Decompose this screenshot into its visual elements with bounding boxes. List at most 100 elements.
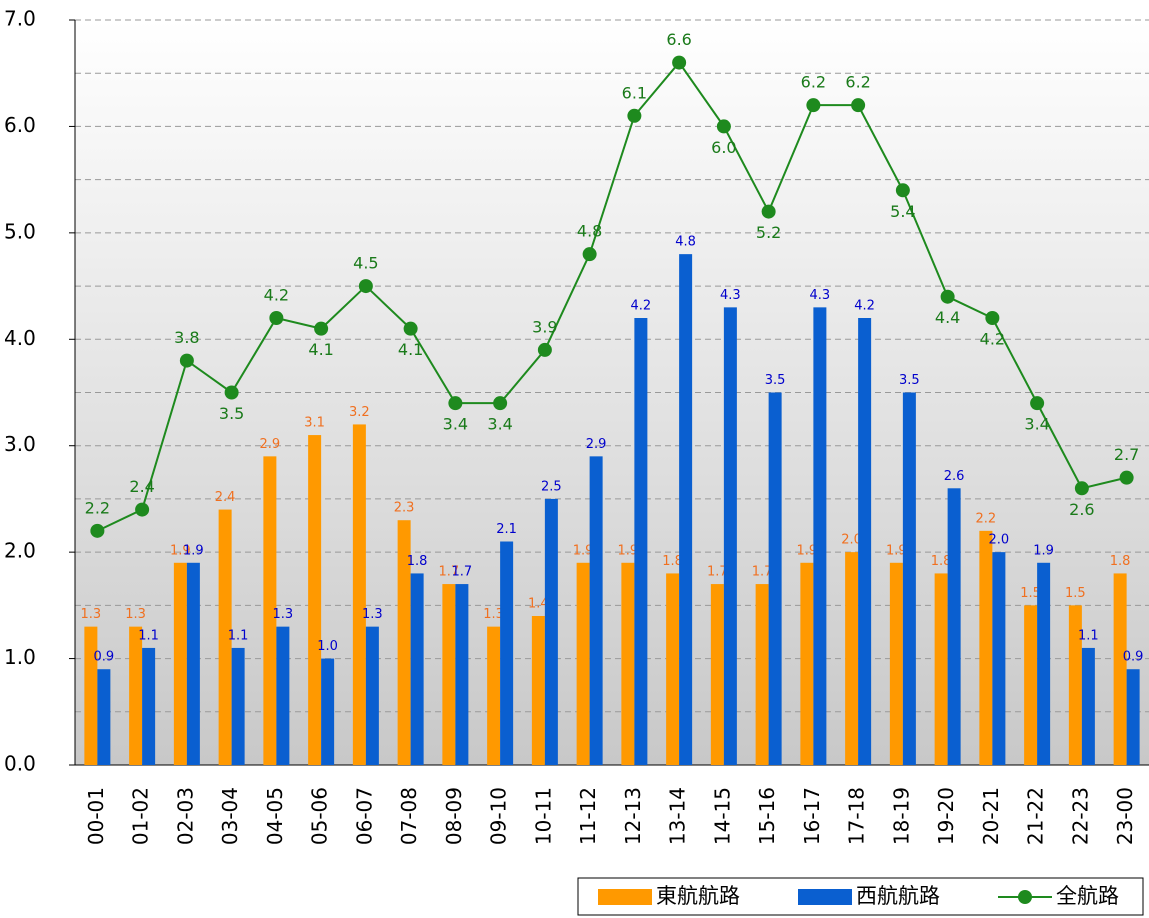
line-value-label: 6.2 — [845, 73, 870, 92]
bar — [186, 562, 200, 765]
line-marker — [135, 502, 150, 517]
line-value-label: 5.4 — [890, 202, 915, 221]
x-tick-label: 16-17 — [800, 787, 824, 845]
bar-value-label: 4.2 — [631, 299, 652, 314]
x-tick-label: 19-20 — [934, 787, 958, 845]
bar — [979, 530, 993, 765]
line-value-label: 3.4 — [443, 415, 468, 434]
bar — [1113, 573, 1127, 765]
line-marker — [403, 321, 418, 336]
bar-value-label: 3.5 — [899, 373, 920, 388]
legend-swatch — [798, 889, 852, 905]
x-tick-label: 23-00 — [1113, 787, 1137, 845]
bar-value-label: 3.2 — [349, 405, 370, 420]
line-value-label: 4.2 — [264, 286, 289, 305]
bar — [666, 573, 680, 765]
line-marker — [314, 321, 329, 336]
bar-value-label: 1.3 — [483, 607, 504, 622]
line-marker — [448, 396, 463, 411]
bar — [218, 509, 232, 765]
bar-value-label: 2.0 — [989, 533, 1010, 548]
bar — [97, 669, 111, 765]
line-marker — [895, 183, 910, 198]
line-marker — [358, 279, 373, 294]
line-marker — [224, 385, 239, 400]
bar — [679, 254, 693, 765]
bar — [858, 318, 872, 765]
line-value-label: 4.5 — [353, 254, 378, 273]
bar — [934, 573, 948, 765]
line-value-label: 6.0 — [711, 138, 736, 157]
x-tick-label: 22-23 — [1068, 787, 1092, 845]
x-tick-label: 17-18 — [845, 787, 869, 845]
line-value-label: 4.4 — [935, 308, 960, 327]
line-value-label: 3.9 — [532, 317, 557, 336]
bar-value-label: 1.1 — [1078, 628, 1099, 643]
bar — [1037, 562, 1051, 765]
x-tick-label: 05-06 — [308, 787, 332, 845]
bar — [710, 584, 724, 765]
bar-value-label: 1.9 — [170, 543, 191, 558]
line-value-label: 5.2 — [756, 223, 781, 242]
bar — [1126, 669, 1140, 765]
x-tick-label: 10-11 — [531, 787, 555, 845]
bar-value-label: 1.1 — [228, 628, 249, 643]
line-value-label: 4.8 — [577, 222, 602, 241]
bar — [1068, 605, 1082, 765]
line-marker — [537, 342, 552, 357]
line-marker — [269, 311, 284, 325]
y-tick-label: 4.0 — [4, 326, 36, 350]
bar — [768, 392, 782, 765]
bar-value-label: 1.9 — [573, 543, 594, 558]
line-marker — [716, 119, 731, 134]
bar — [531, 616, 545, 765]
y-tick-label: 1.0 — [4, 645, 36, 669]
bar-value-label: 1.3 — [273, 607, 294, 622]
line-value-label: 4.2 — [980, 330, 1005, 349]
bar — [813, 307, 827, 765]
line-value-label: 6.2 — [801, 73, 826, 92]
line-marker — [582, 247, 597, 262]
bar — [455, 584, 469, 765]
bar-value-label: 1.7 — [707, 565, 728, 580]
bar-value-label: 1.4 — [528, 597, 549, 612]
x-tick-label: 06-07 — [352, 787, 376, 845]
bar — [231, 647, 245, 765]
bar-value-label: 1.8 — [1110, 554, 1131, 569]
line-marker — [672, 55, 687, 70]
bar — [173, 562, 187, 765]
bar-value-label: 1.9 — [183, 543, 204, 558]
line-value-label: 6.6 — [666, 30, 691, 49]
bar-value-label: 2.4 — [215, 490, 236, 505]
bar — [142, 647, 156, 765]
x-tick-label: 09-10 — [487, 787, 511, 845]
x-tick-label: 11-12 — [576, 787, 600, 845]
line-marker — [985, 311, 1000, 325]
line-marker — [851, 98, 866, 113]
bar-value-label: 2.1 — [496, 522, 517, 537]
bar-value-label: 4.3 — [810, 288, 831, 303]
legend-swatch — [598, 889, 652, 905]
line-value-label: 2.6 — [1069, 500, 1094, 519]
x-tick-label: 00-01 — [84, 787, 108, 845]
x-tick-label: 12-13 — [621, 787, 645, 845]
line-marker — [493, 396, 508, 411]
bar-value-label: 1.9 — [886, 543, 907, 558]
bar — [263, 456, 277, 765]
line-value-label: 4.1 — [398, 340, 423, 359]
line-marker — [761, 204, 776, 219]
bar-value-label: 2.3 — [394, 501, 415, 516]
bar-value-label: 2.9 — [586, 437, 607, 452]
bar — [800, 562, 814, 765]
bar — [621, 562, 635, 765]
bar-value-label: 1.8 — [931, 554, 952, 569]
line-value-label: 6.1 — [622, 83, 647, 102]
line-value-label: 2.7 — [1114, 445, 1139, 464]
x-tick-label: 20-21 — [979, 787, 1003, 845]
bar — [308, 435, 322, 765]
x-tick-label: 04-05 — [263, 787, 287, 845]
bar-value-label: 1.9 — [1033, 543, 1054, 558]
bar-value-label: 2.9 — [260, 437, 281, 452]
y-tick-label: 3.0 — [4, 432, 36, 456]
legend-label: 東航航路 — [656, 884, 740, 908]
